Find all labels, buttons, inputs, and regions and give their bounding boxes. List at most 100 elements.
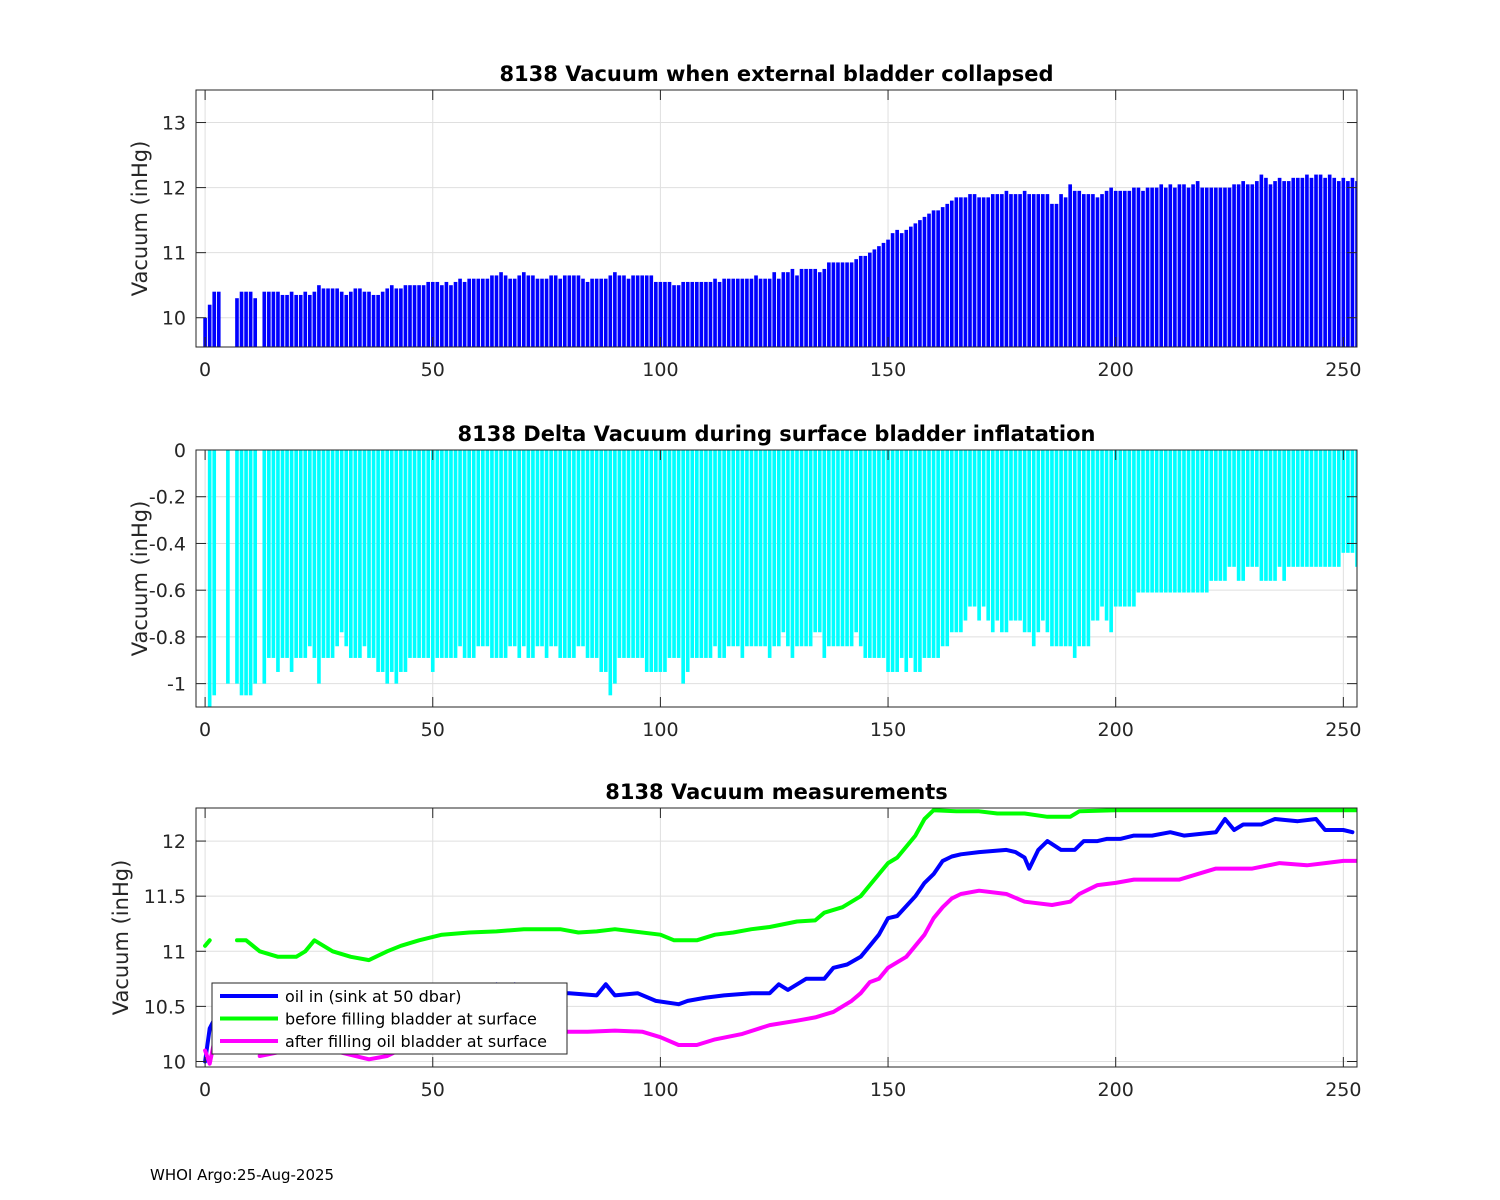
- x-tick-label: 150: [870, 719, 906, 741]
- bar: [1036, 194, 1041, 347]
- bar: [1236, 184, 1241, 347]
- bar: [321, 288, 326, 347]
- bar: [877, 450, 881, 658]
- bar: [490, 450, 494, 658]
- bar: [399, 450, 403, 672]
- bar: [872, 450, 877, 658]
- bar: [1086, 450, 1091, 647]
- bar: [667, 450, 672, 658]
- bar: [1396, 450, 1400, 553]
- bar: [544, 450, 549, 658]
- bar: [740, 278, 745, 347]
- bar: [890, 450, 895, 672]
- bar: [1387, 450, 1391, 553]
- bar: [590, 450, 594, 658]
- bar: [1223, 450, 1227, 581]
- bar: [713, 450, 717, 647]
- bar: [267, 450, 271, 658]
- bar: [849, 262, 854, 347]
- bar: [918, 220, 922, 347]
- bar: [854, 450, 858, 633]
- bar: [276, 291, 280, 347]
- bar: [467, 278, 471, 347]
- bar: [663, 281, 667, 347]
- bar: [936, 210, 940, 347]
- bar: [481, 278, 485, 347]
- bar: [790, 268, 795, 347]
- bar: [936, 450, 940, 658]
- bar: [1132, 187, 1136, 347]
- bar: [886, 239, 890, 347]
- bar: [1072, 450, 1077, 658]
- bar: [330, 450, 335, 658]
- bar: [244, 450, 248, 696]
- bar: [1291, 177, 1296, 347]
- bar: [1241, 181, 1245, 347]
- footer-text: WHOI Argo:25-Aug-2025: [150, 1166, 335, 1184]
- bar: [972, 450, 977, 607]
- bar: [854, 259, 858, 347]
- bar: [808, 450, 813, 647]
- x-tick-label: 200: [1098, 719, 1134, 741]
- bar: [1154, 187, 1159, 347]
- bar: [963, 197, 968, 347]
- bar: [954, 197, 959, 347]
- bar: [526, 275, 531, 347]
- bar: [558, 278, 563, 347]
- bar: [981, 197, 986, 347]
- bar: [1346, 450, 1350, 553]
- bar: [567, 275, 572, 347]
- bar: [1369, 181, 1373, 347]
- bar: [918, 450, 922, 672]
- bar: [1091, 450, 1095, 621]
- bar: [1113, 450, 1118, 607]
- bar: [1200, 450, 1205, 593]
- bar: [1309, 177, 1314, 347]
- bar: [1300, 450, 1305, 567]
- bar: [440, 450, 444, 658]
- bar: [235, 298, 239, 347]
- bar: [877, 246, 881, 347]
- bar: [1109, 450, 1113, 633]
- bar: [594, 450, 599, 658]
- bar: [312, 450, 317, 658]
- plot-area: [207, 450, 1400, 707]
- bar: [1305, 174, 1309, 347]
- bar: [840, 450, 845, 647]
- bar: [913, 223, 918, 347]
- bar: [1095, 450, 1100, 621]
- bar: [1378, 450, 1382, 553]
- bar: [1150, 187, 1154, 347]
- bar: [1300, 177, 1305, 347]
- bar: [298, 294, 303, 347]
- y-tick-label: -0.2: [149, 487, 186, 509]
- bar: [827, 450, 831, 647]
- bar: [1177, 184, 1182, 347]
- bar: [1136, 450, 1141, 593]
- bar: [868, 252, 872, 347]
- bar: [1209, 450, 1214, 581]
- bar: [799, 450, 804, 647]
- bar: [849, 450, 854, 647]
- bar: [840, 262, 845, 347]
- bar: [380, 450, 385, 672]
- bar: [599, 450, 604, 672]
- bar: [417, 285, 421, 347]
- bar: [603, 278, 608, 347]
- bar: [285, 450, 289, 658]
- bar: [540, 450, 544, 647]
- bar: [212, 291, 217, 347]
- bar: [376, 294, 380, 347]
- bar: [1236, 450, 1241, 581]
- bar: [453, 281, 458, 347]
- bar: [207, 450, 212, 707]
- x-tick-label: 200: [1098, 1079, 1134, 1101]
- bar: [1268, 450, 1273, 581]
- bar: [749, 278, 754, 347]
- bar: [704, 450, 708, 658]
- bar: [1218, 187, 1223, 347]
- bar: [458, 450, 462, 647]
- bar: [412, 285, 417, 347]
- bar: [804, 268, 808, 347]
- bar: [353, 288, 358, 347]
